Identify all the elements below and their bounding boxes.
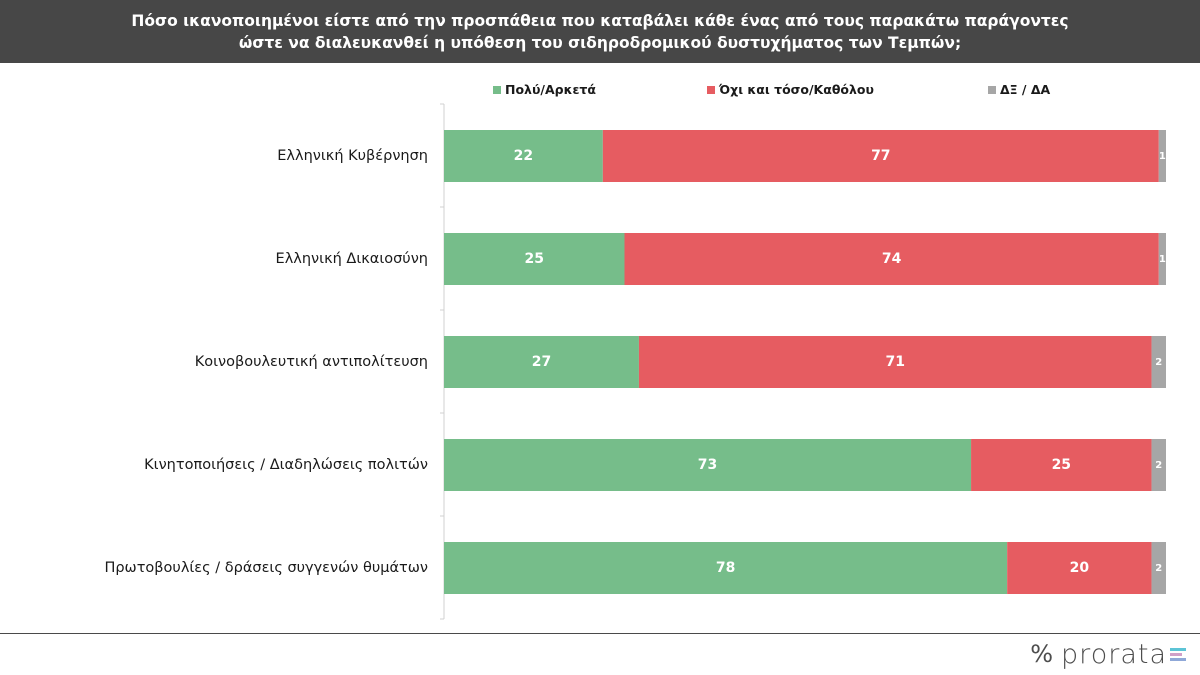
data-label-dont-know: 2 bbox=[1155, 460, 1162, 471]
legend-item-satisfied: Πολύ/Αρκετά bbox=[493, 82, 596, 97]
category-label: Κινητοποιήσεις / Διαδηλώσεις πολιτών bbox=[144, 457, 428, 473]
legend-label-satisfied: Πολύ/Αρκετά bbox=[505, 82, 596, 97]
data-label-not-satisfied: 71 bbox=[886, 354, 905, 370]
bar-segment-satisfied bbox=[444, 336, 639, 388]
bar-segment-dont-know bbox=[1158, 233, 1166, 285]
legend-label-dont-know: ΔΞ / ΔΑ bbox=[1000, 82, 1051, 97]
data-label-not-satisfied: 20 bbox=[1070, 560, 1090, 576]
chart-legend: Πολύ/Αρκετά Όχι και τόσο/Καθόλου ΔΞ / ΔΑ bbox=[0, 82, 1200, 102]
data-label-dont-know: 2 bbox=[1155, 563, 1162, 574]
category-label: Κοινοβουλευτική αντιπολίτευση bbox=[195, 354, 428, 370]
bar-segment-not-satisfied bbox=[624, 233, 1159, 285]
data-label-dont-know: 1 bbox=[1159, 254, 1166, 265]
data-label-dont-know: 2 bbox=[1155, 357, 1162, 368]
bar-segment-satisfied bbox=[444, 439, 972, 491]
legend-swatch-satisfied bbox=[493, 85, 501, 94]
footer-divider bbox=[0, 633, 1200, 634]
bar-segment-dont-know bbox=[1158, 130, 1166, 182]
legend-item-dont-know: ΔΞ / ΔΑ bbox=[988, 82, 1050, 97]
bar-segment-satisfied bbox=[444, 130, 603, 182]
chart-title-line-1: Πόσο ικανοποιημένοι είστε από την προσπά… bbox=[131, 11, 1069, 30]
bar-segment-satisfied bbox=[444, 233, 625, 285]
data-label-satisfied: 25 bbox=[525, 251, 544, 267]
data-label-dont-know: 1 bbox=[1159, 151, 1166, 162]
data-label-satisfied: 22 bbox=[514, 148, 533, 164]
logo-stripes-icon bbox=[1170, 644, 1186, 664]
bar-segment-dont-know bbox=[1151, 542, 1166, 594]
legend-item-not-satisfied: Όχι και τόσο/Καθόλου bbox=[707, 82, 874, 97]
logo-wordmark: prorata bbox=[1061, 638, 1167, 670]
prorata-logo: % prorata bbox=[1030, 638, 1186, 670]
data-label-not-satisfied: 74 bbox=[882, 251, 902, 267]
bar-segment-satisfied bbox=[444, 542, 1008, 594]
bar-segment-dont-know bbox=[1151, 439, 1166, 491]
category-label: Ελληνική Κυβέρνηση bbox=[277, 148, 428, 164]
legend-swatch-not-satisfied bbox=[707, 85, 715, 94]
data-label-not-satisfied: 77 bbox=[871, 148, 890, 164]
bar-segment-not-satisfied bbox=[638, 336, 1152, 388]
data-label-satisfied: 78 bbox=[716, 560, 735, 576]
legend-swatch-dont-know bbox=[988, 85, 996, 94]
data-label-satisfied: 27 bbox=[532, 354, 551, 370]
percent-logo-icon: % bbox=[1030, 640, 1054, 668]
bar-segment-not-satisfied bbox=[1007, 542, 1152, 594]
category-label: Ελληνική Δικαιοσύνη bbox=[276, 251, 428, 267]
data-label-satisfied: 73 bbox=[698, 457, 717, 473]
bar-segment-not-satisfied bbox=[971, 439, 1152, 491]
chart-title-bar: Πόσο ικανοποιημένοι είστε από την προσπά… bbox=[0, 0, 1200, 63]
chart-title-line-2: ώστε να διαλευκανθεί η υπόθεση του σιδηρ… bbox=[238, 33, 962, 52]
data-label-not-satisfied: 25 bbox=[1052, 457, 1071, 473]
bar-segment-not-satisfied bbox=[602, 130, 1159, 182]
legend-label-not-satisfied: Όχι και τόσο/Καθόλου bbox=[719, 82, 874, 97]
category-label: Πρωτοβουλίες / δράσεις συγγενών θυμάτων bbox=[104, 560, 428, 576]
bar-segment-dont-know bbox=[1151, 336, 1166, 388]
